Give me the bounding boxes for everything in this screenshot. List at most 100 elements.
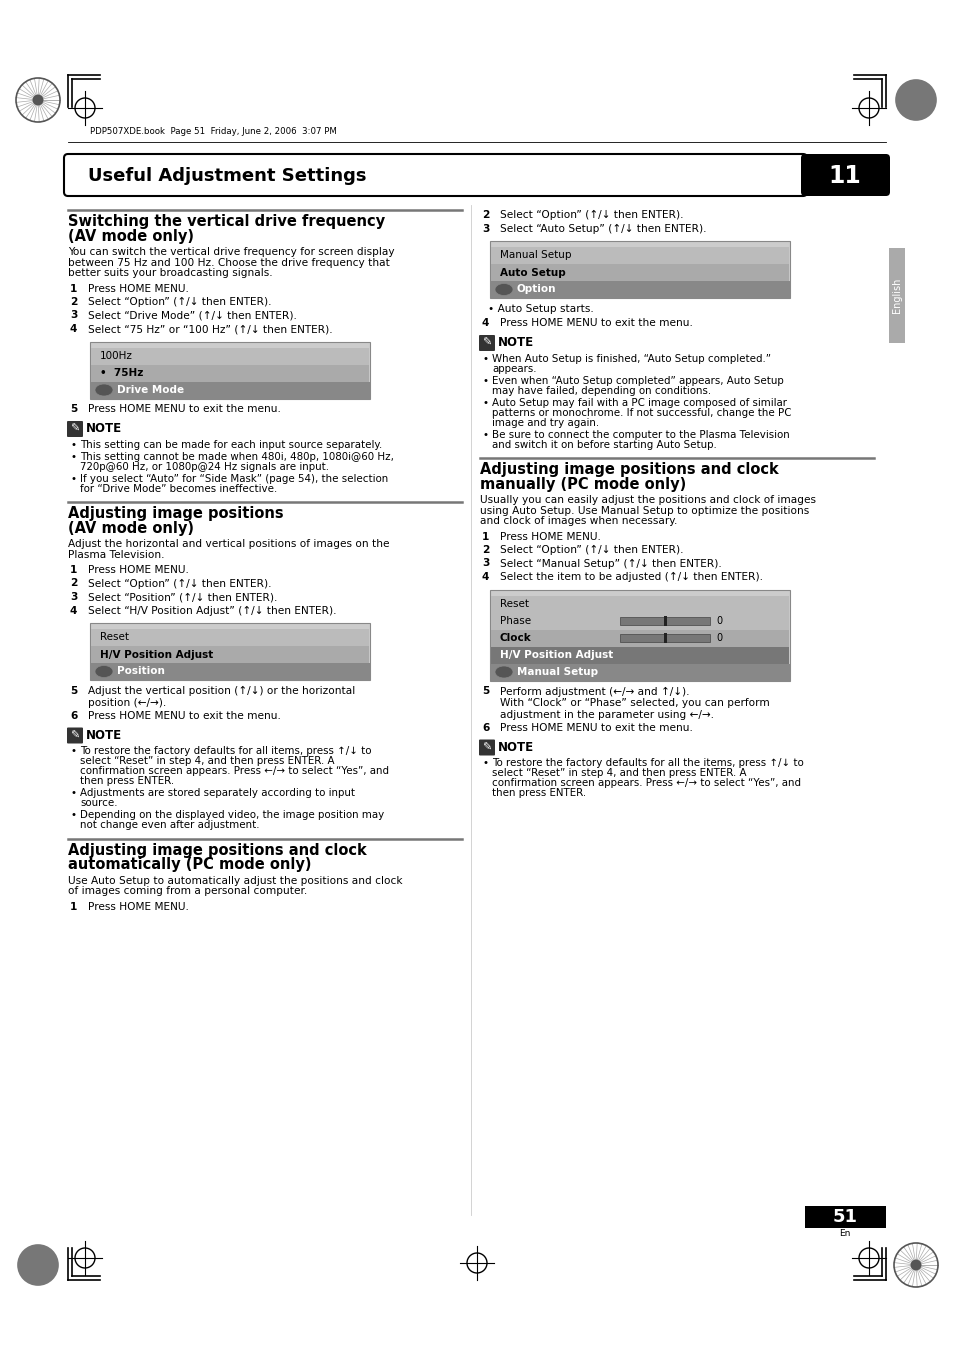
Text: •: • bbox=[71, 440, 77, 450]
Text: Position: Position bbox=[117, 666, 165, 677]
Text: 4: 4 bbox=[70, 605, 77, 616]
Bar bbox=[491, 647, 788, 663]
Text: Press HOME MENU to exit the menu.: Press HOME MENU to exit the menu. bbox=[499, 723, 692, 734]
Text: Select “Position” (↑/↓ then ENTER).: Select “Position” (↑/↓ then ENTER). bbox=[88, 592, 277, 603]
Ellipse shape bbox=[495, 666, 513, 678]
Text: NOTE: NOTE bbox=[497, 336, 534, 350]
Text: for “Drive Mode” becomes ineffective.: for “Drive Mode” becomes ineffective. bbox=[80, 484, 277, 494]
Text: 2: 2 bbox=[481, 544, 489, 555]
Text: ✎: ✎ bbox=[71, 731, 80, 740]
Bar bbox=[491, 263, 788, 281]
Text: With “Clock” or “Phase” selected, you can perform: With “Clock” or “Phase” selected, you ca… bbox=[499, 698, 769, 708]
Text: 0: 0 bbox=[716, 616, 721, 626]
Text: 1: 1 bbox=[70, 565, 77, 576]
Text: Clock: Clock bbox=[499, 634, 531, 643]
Text: Select “Option” (↑/↓ then ENTER).: Select “Option” (↑/↓ then ENTER). bbox=[88, 578, 272, 589]
Text: better suits your broadcasting signals.: better suits your broadcasting signals. bbox=[68, 267, 273, 278]
Text: Select “Drive Mode” (↑/↓ then ENTER).: Select “Drive Mode” (↑/↓ then ENTER). bbox=[88, 311, 296, 320]
Bar bbox=[90, 623, 370, 680]
Text: adjustment in the parameter using ←/→.: adjustment in the parameter using ←/→. bbox=[499, 709, 713, 720]
FancyBboxPatch shape bbox=[801, 154, 889, 196]
Text: PDP507XDE.book  Page 51  Friday, June 2, 2006  3:07 PM: PDP507XDE.book Page 51 Friday, June 2, 2… bbox=[90, 127, 336, 136]
Text: 1: 1 bbox=[481, 531, 489, 542]
FancyBboxPatch shape bbox=[478, 335, 495, 351]
Text: Press HOME MENU.: Press HOME MENU. bbox=[88, 284, 189, 293]
Text: •  75Hz: • 75Hz bbox=[100, 367, 143, 378]
Bar bbox=[490, 240, 789, 299]
Bar bbox=[888, 249, 904, 343]
Circle shape bbox=[18, 1246, 58, 1285]
Text: •: • bbox=[482, 399, 489, 408]
Circle shape bbox=[909, 1259, 921, 1270]
Text: confirmation screen appears. Press ←/→ to select “Yes”, and: confirmation screen appears. Press ←/→ t… bbox=[492, 778, 801, 789]
Text: 1: 1 bbox=[70, 901, 77, 912]
FancyBboxPatch shape bbox=[64, 154, 806, 196]
Bar bbox=[91, 365, 369, 381]
Bar bbox=[490, 589, 789, 681]
Text: Select “Option” (↑/↓ then ENTER).: Select “Option” (↑/↓ then ENTER). bbox=[499, 544, 682, 555]
Text: •: • bbox=[482, 430, 489, 440]
Text: Adjusting image positions: Adjusting image positions bbox=[68, 507, 283, 521]
Text: Adjusting image positions and clock: Adjusting image positions and clock bbox=[479, 462, 778, 477]
Text: of images coming from a personal computer.: of images coming from a personal compute… bbox=[68, 886, 307, 896]
Text: Plasma Television.: Plasma Television. bbox=[68, 550, 164, 559]
Text: 6: 6 bbox=[70, 711, 77, 721]
Text: image and try again.: image and try again. bbox=[492, 417, 598, 428]
Text: Select “Option” (↑/↓ then ENTER).: Select “Option” (↑/↓ then ENTER). bbox=[499, 209, 682, 220]
Bar bbox=[804, 1206, 885, 1228]
Ellipse shape bbox=[95, 666, 112, 677]
Text: •: • bbox=[71, 474, 77, 484]
Text: 51: 51 bbox=[832, 1208, 857, 1225]
Text: Press HOME MENU.: Press HOME MENU. bbox=[88, 901, 189, 912]
Text: Reset: Reset bbox=[499, 598, 529, 609]
Text: 3: 3 bbox=[481, 223, 489, 234]
Bar bbox=[90, 663, 370, 680]
Bar bbox=[91, 347, 369, 365]
Text: •: • bbox=[71, 789, 77, 798]
Text: automatically (PC mode only): automatically (PC mode only) bbox=[68, 858, 312, 873]
Ellipse shape bbox=[95, 384, 112, 396]
Text: Useful Adjustment Settings: Useful Adjustment Settings bbox=[88, 168, 366, 185]
Text: and clock of images when necessary.: and clock of images when necessary. bbox=[479, 516, 677, 526]
Text: Switching the vertical drive frequency: Switching the vertical drive frequency bbox=[68, 213, 385, 230]
Text: Reset: Reset bbox=[100, 632, 129, 643]
Bar bbox=[663, 634, 666, 643]
Text: Adjust the horizontal and vertical positions of images on the: Adjust the horizontal and vertical posit… bbox=[68, 539, 389, 549]
Text: confirmation screen appears. Press ←/→ to select “Yes”, and: confirmation screen appears. Press ←/→ t… bbox=[80, 766, 389, 777]
Text: 3: 3 bbox=[70, 311, 77, 320]
Text: ✎: ✎ bbox=[482, 338, 491, 349]
Text: Select the item to be adjusted (↑/↓ then ENTER).: Select the item to be adjusted (↑/↓ then… bbox=[499, 571, 762, 582]
Text: Adjustments are stored separately according to input: Adjustments are stored separately accord… bbox=[80, 789, 355, 798]
Text: NOTE: NOTE bbox=[86, 730, 122, 742]
Text: Press HOME MENU.: Press HOME MENU. bbox=[88, 565, 189, 576]
Text: Manual Setup: Manual Setup bbox=[499, 250, 571, 261]
Text: Adjust the vertical position (↑/↓) or the horizontal: Adjust the vertical position (↑/↓) or th… bbox=[88, 686, 355, 696]
Circle shape bbox=[895, 80, 935, 120]
Text: 720p@60 Hz, or 1080p@24 Hz signals are input.: 720p@60 Hz, or 1080p@24 Hz signals are i… bbox=[80, 462, 329, 471]
Text: Press HOME MENU.: Press HOME MENU. bbox=[499, 531, 600, 542]
Text: When Auto Setup is finished, “Auto Setup completed.”: When Auto Setup is finished, “Auto Setup… bbox=[492, 354, 770, 363]
Text: 4: 4 bbox=[481, 319, 489, 328]
Text: Select “Option” (↑/↓ then ENTER).: Select “Option” (↑/↓ then ENTER). bbox=[88, 297, 272, 307]
Text: not change even after adjustment.: not change even after adjustment. bbox=[80, 820, 259, 831]
Text: 2: 2 bbox=[70, 578, 77, 589]
Text: Select “Auto Setup” (↑/↓ then ENTER).: Select “Auto Setup” (↑/↓ then ENTER). bbox=[499, 223, 706, 234]
Text: Select “75 Hz” or “100 Hz” (↑/↓ then ENTER).: Select “75 Hz” or “100 Hz” (↑/↓ then ENT… bbox=[88, 324, 333, 334]
Text: 5: 5 bbox=[70, 686, 77, 696]
FancyBboxPatch shape bbox=[67, 727, 83, 743]
Text: using Auto Setup. Use Manual Setup to optimize the positions: using Auto Setup. Use Manual Setup to op… bbox=[479, 505, 808, 516]
Text: 2: 2 bbox=[70, 297, 77, 307]
Text: Auto Setup: Auto Setup bbox=[499, 267, 565, 277]
Text: 100Hz: 100Hz bbox=[100, 351, 132, 361]
FancyBboxPatch shape bbox=[478, 739, 495, 755]
Bar bbox=[491, 247, 788, 263]
Text: NOTE: NOTE bbox=[86, 423, 122, 435]
Text: 2: 2 bbox=[481, 209, 489, 220]
Text: H/V Position Adjust: H/V Position Adjust bbox=[499, 650, 613, 661]
Text: Even when “Auto Setup completed” appears, Auto Setup: Even when “Auto Setup completed” appears… bbox=[492, 376, 783, 386]
Text: •: • bbox=[482, 376, 489, 386]
Text: 4: 4 bbox=[481, 571, 489, 582]
Bar bbox=[663, 616, 666, 626]
Text: English: English bbox=[891, 278, 901, 313]
Bar bbox=[491, 630, 788, 647]
